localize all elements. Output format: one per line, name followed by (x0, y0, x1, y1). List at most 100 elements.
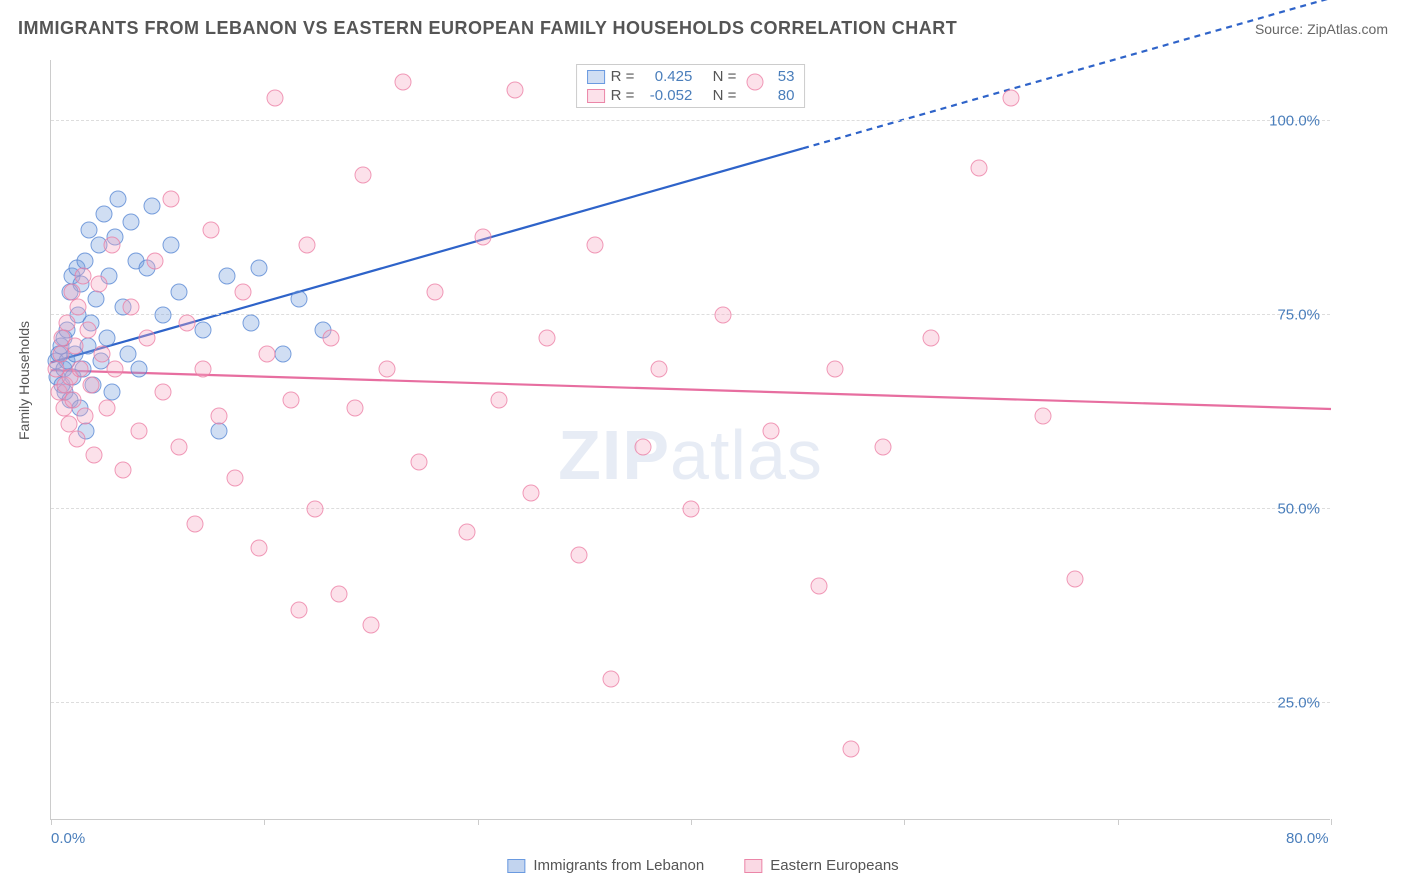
n-label: N = (713, 87, 737, 104)
data-point-b (291, 601, 308, 618)
data-point-a (110, 190, 127, 207)
series-legend-label: Eastern Europeans (770, 857, 898, 874)
data-point-b (1067, 570, 1084, 587)
data-point-b (523, 485, 540, 502)
data-point-b (123, 299, 140, 316)
data-point-b (171, 438, 188, 455)
data-point-b (491, 392, 508, 409)
data-point-b (459, 524, 476, 541)
data-point-b (163, 190, 180, 207)
trend-lines-layer (51, 60, 1330, 819)
data-point-b (683, 500, 700, 517)
data-point-a (291, 291, 308, 308)
data-point-b (76, 407, 93, 424)
x-tick (904, 819, 905, 825)
data-point-a (251, 260, 268, 277)
data-point-b (395, 74, 412, 91)
x-tick (51, 819, 52, 825)
data-point-b (107, 361, 124, 378)
data-point-b (427, 283, 444, 300)
data-point-b (147, 252, 164, 269)
data-point-b (267, 89, 284, 106)
data-point-a (123, 213, 140, 230)
data-point-a (155, 306, 172, 323)
data-point-a (243, 314, 260, 331)
data-point-b (195, 361, 212, 378)
correlation-legend: R =0.425 N =53R =-0.052 N =80 (576, 64, 806, 108)
data-point-b (67, 337, 84, 354)
data-point-b (63, 283, 80, 300)
data-point-b (91, 275, 108, 292)
data-point-a (76, 252, 93, 269)
data-point-b (235, 283, 252, 300)
source-label: Source: (1255, 21, 1307, 37)
data-point-a (143, 198, 160, 215)
chart-title: IMMIGRANTS FROM LEBANON VS EASTERN EUROP… (18, 18, 957, 39)
data-point-b (79, 322, 96, 339)
x-tick (1118, 819, 1119, 825)
y-tick-label: 50.0% (1277, 500, 1320, 517)
data-point-b (103, 237, 120, 254)
scatter-chart: ZIPatlas R =0.425 N =53R =-0.052 N =80 2… (50, 60, 1330, 820)
data-point-a (163, 237, 180, 254)
legend-swatch (744, 859, 762, 873)
data-point-b (203, 221, 220, 238)
data-point-b (331, 586, 348, 603)
data-point-b (115, 462, 132, 479)
data-point-b (68, 431, 85, 448)
x-tick (691, 819, 692, 825)
data-point-b (363, 617, 380, 634)
y-tick-label: 25.0% (1277, 694, 1320, 711)
legend-swatch (507, 859, 525, 873)
legend-swatch (587, 89, 605, 103)
data-point-b (811, 578, 828, 595)
chart-source: Source: ZipAtlas.com (1255, 21, 1388, 37)
data-point-b (971, 159, 988, 176)
data-point-b (347, 399, 364, 416)
r-label: R = (611, 87, 635, 104)
data-point-b (323, 330, 340, 347)
data-point-a (211, 423, 228, 440)
series-legend-item: Immigrants from Lebanon (507, 857, 704, 874)
correlation-legend-row: R =0.425 N =53 (577, 67, 805, 86)
data-point-a (95, 206, 112, 223)
r-value: 0.425 (640, 68, 692, 85)
data-point-b (283, 392, 300, 409)
chart-header: IMMIGRANTS FROM LEBANON VS EASTERN EUROP… (18, 18, 1388, 39)
data-point-a (219, 268, 236, 285)
data-point-b (507, 82, 524, 99)
data-point-b (747, 74, 764, 91)
gridline (51, 120, 1330, 121)
data-point-b (94, 345, 111, 362)
r-label: R = (611, 68, 635, 85)
data-point-a (275, 345, 292, 362)
gridline (51, 314, 1330, 315)
data-point-b (139, 330, 156, 347)
data-point-b (539, 330, 556, 347)
data-point-b (587, 237, 604, 254)
data-point-b (131, 423, 148, 440)
correlation-legend-row: R =-0.052 N =80 (577, 86, 805, 105)
data-point-b (70, 299, 87, 316)
trend-line-a (51, 148, 803, 362)
y-tick-label: 75.0% (1277, 306, 1320, 323)
r-value: -0.052 (640, 87, 692, 104)
data-point-b (475, 229, 492, 246)
data-point-b (1003, 89, 1020, 106)
data-point-b (355, 167, 372, 184)
data-point-b (99, 399, 116, 416)
data-point-b (60, 415, 77, 432)
data-point-b (307, 500, 324, 517)
x-tick (478, 819, 479, 825)
data-point-b (227, 469, 244, 486)
data-point-a (119, 345, 136, 362)
x-tick (264, 819, 265, 825)
data-point-a (195, 322, 212, 339)
data-point-b (763, 423, 780, 440)
n-label: N = (713, 68, 737, 85)
data-point-b (379, 361, 396, 378)
data-point-b (715, 306, 732, 323)
y-tick-label: 100.0% (1269, 113, 1320, 130)
x-tick-label: 80.0% (1286, 830, 1329, 847)
data-point-b (923, 330, 940, 347)
